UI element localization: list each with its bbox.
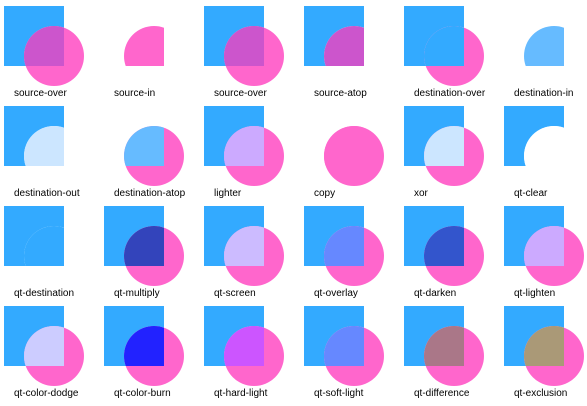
composition-cell: qt-destination xyxy=(4,206,104,306)
composition-mode-label: qt-color-burn xyxy=(114,388,171,399)
overlap-region xyxy=(24,126,64,166)
composition-preview xyxy=(104,306,184,386)
composition-mode-label: copy xyxy=(314,188,336,199)
composition-mode-label: source-over xyxy=(14,88,67,99)
composition-cell: source-over xyxy=(4,6,104,106)
composition-preview xyxy=(524,26,564,66)
composition-cell: qt-lighten xyxy=(504,206,587,306)
overlap-region xyxy=(524,326,564,366)
composition-mode-label: xor xyxy=(414,188,428,199)
composition-preview xyxy=(104,206,184,286)
composition-preview xyxy=(4,306,84,386)
composition-mode-label: source-in xyxy=(114,88,156,99)
overlap-region xyxy=(524,226,564,266)
composition-mode-label: qt-difference xyxy=(414,388,470,399)
composition-mode-label: qt-clear xyxy=(514,188,548,199)
composition-cell: qt-overlay xyxy=(304,206,404,306)
composition-cell: qt-soft-light xyxy=(304,306,404,406)
composition-mode-label: qt-destination xyxy=(14,288,75,299)
composition-cell: source-in xyxy=(104,6,204,106)
composition-cell: qt-color-burn xyxy=(104,306,204,406)
composition-preview xyxy=(204,306,284,386)
composition-preview xyxy=(404,206,484,286)
composition-mode-label: destination-in xyxy=(514,88,574,99)
overlap-region xyxy=(124,126,164,166)
composition-mode-label: destination-out xyxy=(14,188,80,199)
composition-cell: qt-difference xyxy=(404,306,504,406)
composition-mode-label: destination-atop xyxy=(114,188,186,199)
composition-preview xyxy=(404,6,484,86)
overlap-region xyxy=(424,226,464,266)
composition-preview xyxy=(304,6,364,66)
composition-cell: copy xyxy=(304,106,404,206)
overlap-region xyxy=(24,326,64,366)
composition-cell: source-atop xyxy=(304,6,404,106)
overlap-region xyxy=(224,326,264,366)
overlap-region xyxy=(424,326,464,366)
composition-preview xyxy=(4,206,64,266)
composition-cell: qt-darken xyxy=(404,206,504,306)
composition-mode-label: qt-darken xyxy=(414,288,457,299)
composition-preview xyxy=(504,306,584,386)
composition-mode-label: source-atop xyxy=(314,88,367,99)
composition-cell: qt-screen xyxy=(204,206,304,306)
overlap-region xyxy=(24,226,64,266)
overlap-region xyxy=(424,26,464,66)
overlap-region xyxy=(524,126,564,166)
composition-preview xyxy=(304,306,384,386)
composition-preview xyxy=(404,106,484,186)
composition-preview xyxy=(504,206,584,286)
composition-cell: qt-exclusion xyxy=(504,306,587,406)
overlap-region xyxy=(224,226,264,266)
composition-preview xyxy=(324,126,384,186)
composition-preview xyxy=(204,106,284,186)
overlap-region xyxy=(324,326,364,366)
composition-preview xyxy=(4,106,64,166)
overlap-region xyxy=(124,226,164,266)
overlap-region xyxy=(224,26,264,66)
composition-mode-label: qt-lighten xyxy=(514,288,556,299)
composition-mode-label: lighter xyxy=(214,188,242,199)
composition-mode-label: source-over xyxy=(214,88,267,99)
composition-mode-label: destination-over xyxy=(414,88,486,99)
composition-mode-label: qt-multiply xyxy=(114,288,160,299)
overlap-region xyxy=(324,126,364,166)
composition-cell: lighter xyxy=(204,106,304,206)
composition-cell: qt-color-dodge xyxy=(4,306,104,406)
overlap-region xyxy=(124,326,164,366)
composition-cell: qt-clear xyxy=(504,106,587,206)
composition-preview xyxy=(504,106,564,166)
composition-cell: destination-out xyxy=(4,106,104,206)
composition-mode-label: qt-color-dodge xyxy=(14,388,79,399)
composition-mode-label: qt-hard-light xyxy=(214,388,268,399)
composition-cell: qt-multiply xyxy=(104,206,204,306)
composition-mode-label: qt-exclusion xyxy=(514,388,568,399)
composition-cell: xor xyxy=(404,106,504,206)
composition-preview xyxy=(124,26,164,66)
overlap-region xyxy=(24,26,64,66)
overlap-region xyxy=(324,226,364,266)
composition-preview xyxy=(124,126,184,186)
composition-cell: destination-over xyxy=(404,6,504,106)
composition-cell: source-over xyxy=(204,6,304,106)
composition-preview xyxy=(204,206,284,286)
composition-cell: destination-atop xyxy=(104,106,204,206)
overlap-region xyxy=(424,126,464,166)
composition-cell: destination-in xyxy=(504,6,587,106)
composition-preview xyxy=(204,6,284,86)
composition-mode-label: qt-overlay xyxy=(314,288,358,299)
composition-preview xyxy=(304,206,384,286)
composition-mode-label: qt-soft-light xyxy=(314,388,364,399)
overlap-region xyxy=(124,26,164,66)
overlap-region xyxy=(224,126,264,166)
overlap-region xyxy=(324,26,364,66)
composition-preview xyxy=(4,6,84,86)
overlap-region xyxy=(524,26,564,66)
composition-mode-label: qt-screen xyxy=(214,288,256,299)
composition-cell: qt-hard-light xyxy=(204,306,304,406)
composition-preview xyxy=(404,306,484,386)
